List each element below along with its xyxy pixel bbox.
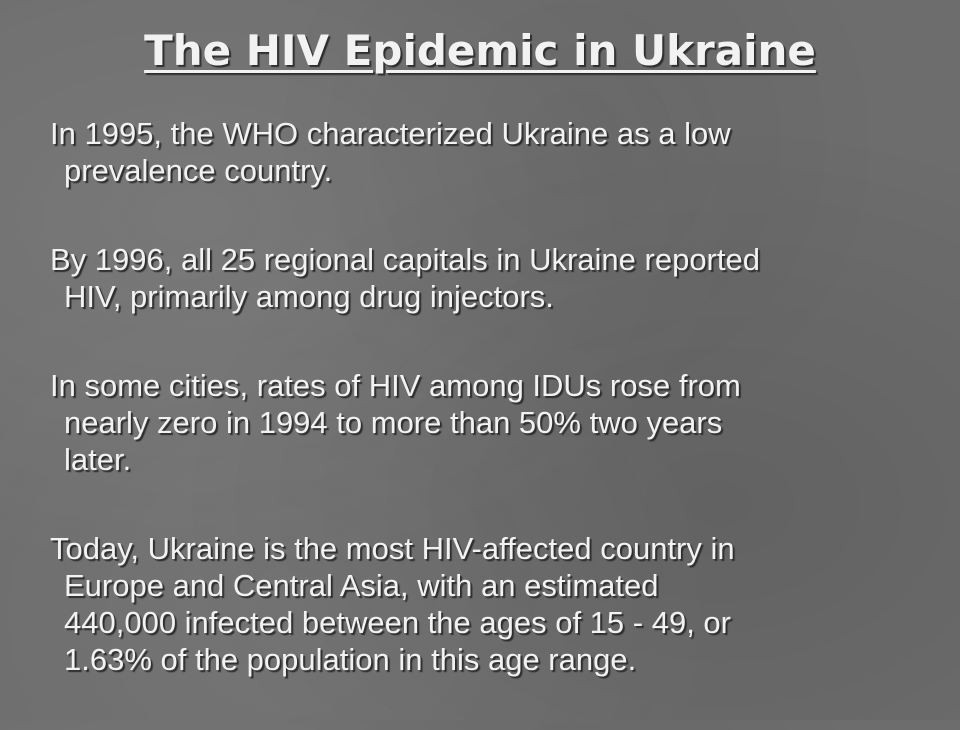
paragraph: Today, Ukraine is the most HIV-affected … [50, 530, 930, 678]
text-line: 1.63% of the population in this age rang… [64, 642, 637, 677]
slide-title: The HIV Epidemic in Ukraine [144, 26, 816, 75]
text-line: 440,000 infected between the ages of 15 … [64, 605, 731, 640]
text-line: By 1996, all 25 regional capitals in Ukr… [50, 242, 760, 277]
paragraph: By 1996, all 25 regional capitals in Ukr… [50, 241, 930, 315]
text-line: In some cities, rates of HIV among IDUs … [50, 368, 741, 403]
text-line: later. [64, 442, 132, 477]
text-line: In 1995, the WHO characterized Ukraine a… [50, 116, 731, 151]
slide-body: In 1995, the WHO characterized Ukraine a… [50, 115, 930, 730]
paragraph: In some cities, rates of HIV among IDUs … [50, 367, 930, 478]
text-line: nearly zero in 1994 to more than 50% two… [64, 405, 723, 440]
text-line: Europe and Central Asia, with an estimat… [64, 568, 659, 603]
paragraph: In 1995, the WHO characterized Ukraine a… [50, 115, 930, 189]
text-line: HIV, primarily among drug injectors. [64, 279, 554, 314]
text-line: Today, Ukraine is the most HIV-affected … [50, 531, 735, 566]
text-line: prevalence country. [64, 153, 333, 188]
